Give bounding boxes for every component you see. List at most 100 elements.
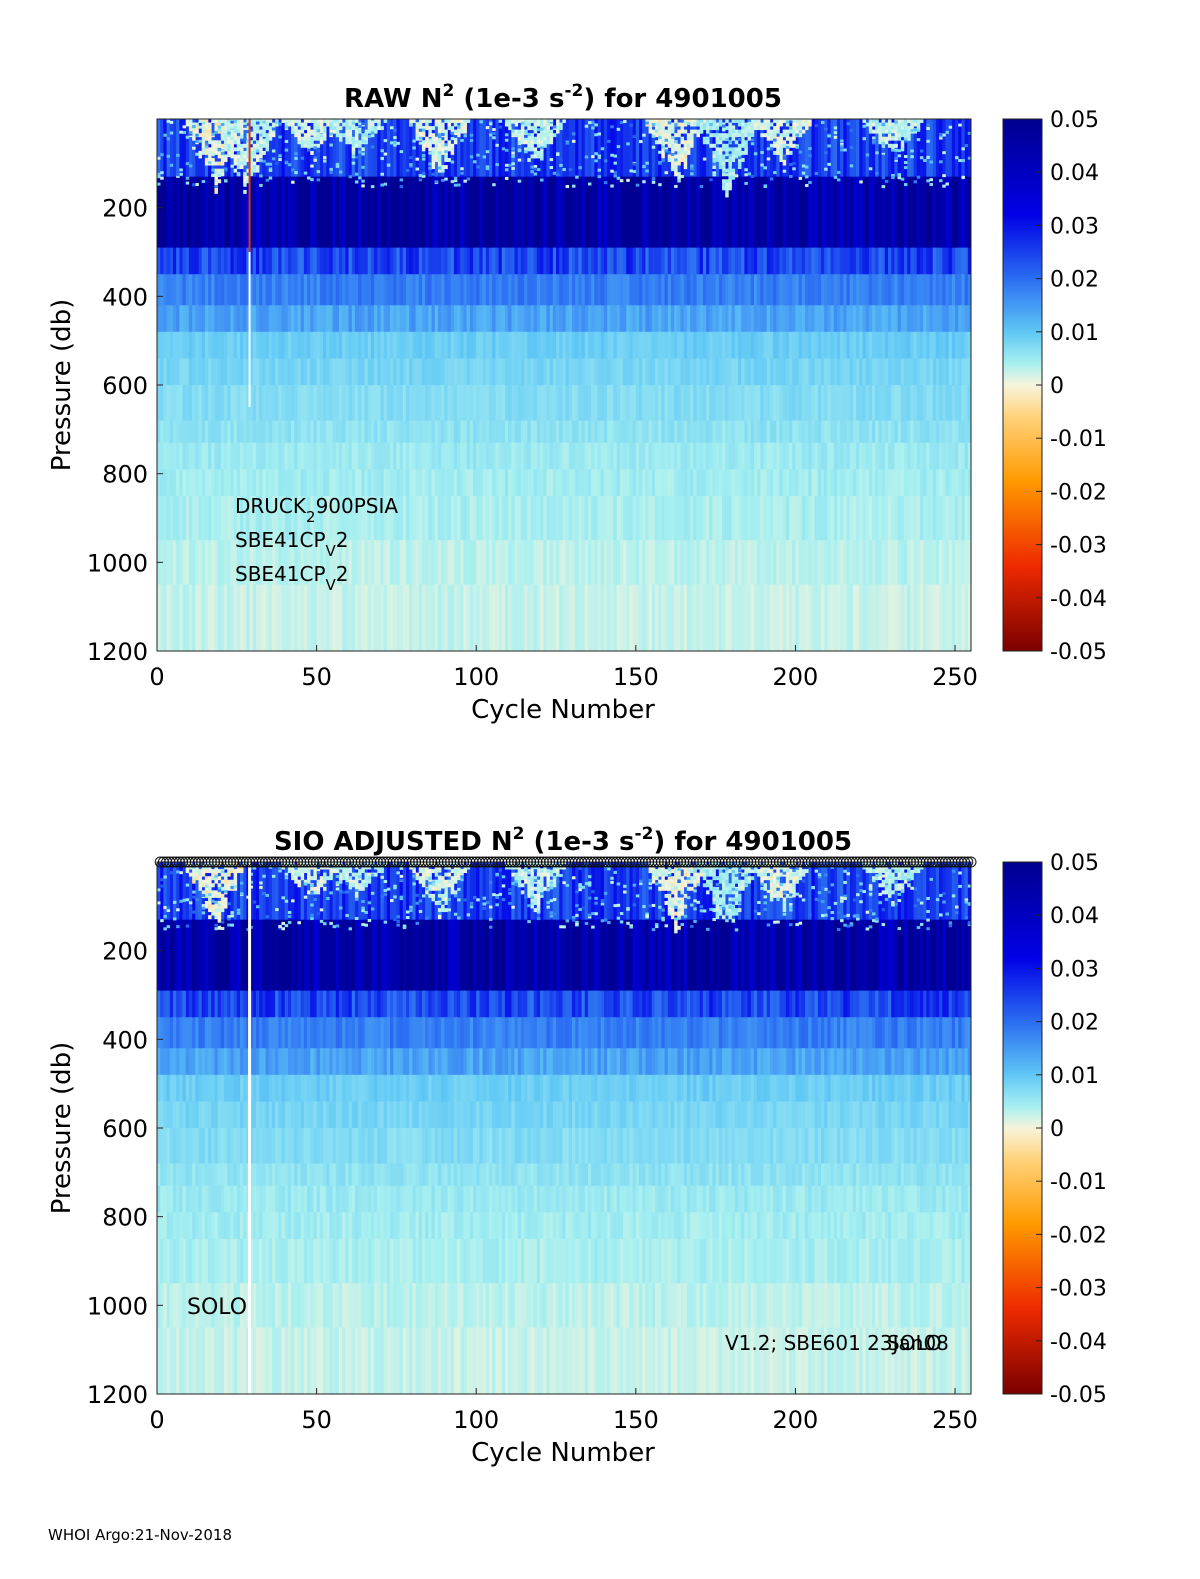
cycle-column bbox=[754, 119, 757, 652]
cycle-column bbox=[693, 862, 696, 1395]
cycle-column bbox=[534, 862, 537, 1395]
cycle-column bbox=[661, 119, 664, 652]
cycle-column bbox=[875, 862, 878, 1395]
cycle-column bbox=[610, 119, 613, 652]
colorbar-tick-label: -0.03 bbox=[1050, 1277, 1107, 1302]
cycle-column bbox=[649, 862, 652, 1395]
cycle-column bbox=[444, 862, 447, 1395]
cycle-column bbox=[910, 862, 913, 1395]
x-axis-label-adjusted: Cycle Number bbox=[471, 1438, 655, 1468]
cycle-column bbox=[840, 862, 843, 1395]
cycle-column bbox=[454, 119, 457, 652]
cycle-column bbox=[342, 862, 345, 1395]
cycle-column bbox=[412, 119, 415, 652]
cycle-column bbox=[422, 119, 425, 652]
cycle-column bbox=[645, 862, 648, 1395]
cycle-column bbox=[942, 862, 945, 1395]
cycle-column bbox=[432, 862, 435, 1395]
cycle-column bbox=[336, 862, 339, 1395]
cycle-column bbox=[907, 862, 910, 1395]
cycle-column bbox=[566, 119, 569, 652]
cycle-column bbox=[467, 119, 470, 652]
x-tick-label: 100 bbox=[453, 1406, 499, 1434]
cycle-column bbox=[275, 862, 278, 1395]
y-tick-label: 600 bbox=[102, 1115, 148, 1143]
cycle-column bbox=[432, 119, 435, 652]
cycle-column bbox=[170, 119, 173, 652]
cycle-column bbox=[802, 119, 805, 652]
cycle-column bbox=[939, 119, 942, 652]
cycle-column bbox=[578, 119, 581, 652]
cycle-column bbox=[728, 862, 731, 1395]
cycle-column bbox=[741, 119, 744, 652]
cycle-column bbox=[227, 119, 230, 652]
cycle-column bbox=[167, 862, 170, 1395]
y-tick-label: 800 bbox=[102, 461, 148, 489]
cycle-column bbox=[476, 862, 479, 1395]
cycle-column bbox=[757, 862, 760, 1395]
cycle-column bbox=[684, 119, 687, 652]
colorbar-tick-label: 0.04 bbox=[1050, 161, 1099, 186]
cycle-column bbox=[419, 862, 422, 1395]
cycle-column bbox=[355, 862, 358, 1395]
cycle-column bbox=[566, 862, 569, 1395]
cycle-column bbox=[744, 862, 747, 1395]
cycle-column bbox=[786, 862, 789, 1395]
cycle-column bbox=[486, 119, 489, 652]
cycle-column bbox=[272, 862, 275, 1395]
cycle-column bbox=[827, 862, 830, 1395]
cycle-column bbox=[671, 119, 674, 652]
cycle-column bbox=[499, 862, 502, 1395]
cycle-column bbox=[556, 119, 559, 652]
cycle-column bbox=[345, 862, 348, 1395]
cycle-column bbox=[435, 119, 438, 652]
cycle-column bbox=[438, 862, 441, 1395]
cycle-column bbox=[518, 119, 521, 652]
panel-adjusted-title: SIO ADJUSTED N2 (1e-3 s-2) for 4901005 bbox=[274, 824, 852, 857]
cycle-column bbox=[202, 119, 205, 652]
cycle-column bbox=[936, 119, 939, 652]
cycle-column bbox=[192, 119, 195, 652]
cycle-column bbox=[313, 862, 316, 1395]
cycle-column bbox=[923, 862, 926, 1395]
cycle-column bbox=[617, 862, 620, 1395]
cycle-column bbox=[961, 119, 964, 652]
cycle-column bbox=[476, 119, 479, 652]
cycle-column bbox=[403, 119, 406, 652]
cycle-column bbox=[815, 119, 818, 652]
panel-adjusted: SIO ADJUSTED N2 (1e-3 s-2) for 4901005 0… bbox=[47, 824, 1107, 1468]
colorbar-tick-label: -0.05 bbox=[1050, 640, 1107, 665]
cycle-column bbox=[374, 119, 377, 652]
cycle-column bbox=[709, 119, 712, 652]
cycle-column bbox=[703, 862, 706, 1395]
cycle-column bbox=[885, 119, 888, 652]
cycle-column bbox=[914, 862, 917, 1395]
cycle-column bbox=[559, 862, 562, 1395]
cycle-column bbox=[553, 119, 556, 652]
cycle-column bbox=[728, 119, 731, 652]
cycle-column bbox=[594, 862, 597, 1395]
cycle-column bbox=[831, 862, 834, 1395]
cycle-column bbox=[266, 862, 269, 1395]
cycle-column bbox=[700, 119, 703, 652]
cycle-column bbox=[460, 862, 463, 1395]
cycle-column bbox=[674, 862, 677, 1395]
cycle-column bbox=[582, 119, 585, 652]
cycle-column bbox=[406, 862, 409, 1395]
cycle-column bbox=[186, 119, 189, 652]
colorbar-tick-label: -0.03 bbox=[1050, 534, 1107, 559]
y-tick-label: 200 bbox=[102, 938, 148, 966]
cycle-column bbox=[952, 862, 955, 1395]
cycle-column bbox=[652, 862, 655, 1395]
colorbar-tick-label: 0.03 bbox=[1050, 957, 1099, 982]
cycle-column bbox=[850, 119, 853, 652]
cycle-column bbox=[562, 862, 565, 1395]
cycle-column bbox=[281, 862, 284, 1395]
cycle-column bbox=[224, 119, 227, 652]
cycle-column bbox=[945, 862, 948, 1395]
cycle-column bbox=[463, 119, 466, 652]
x-tick-label: 100 bbox=[453, 663, 499, 691]
cycle-column bbox=[183, 119, 186, 652]
cycle-column bbox=[515, 119, 518, 652]
